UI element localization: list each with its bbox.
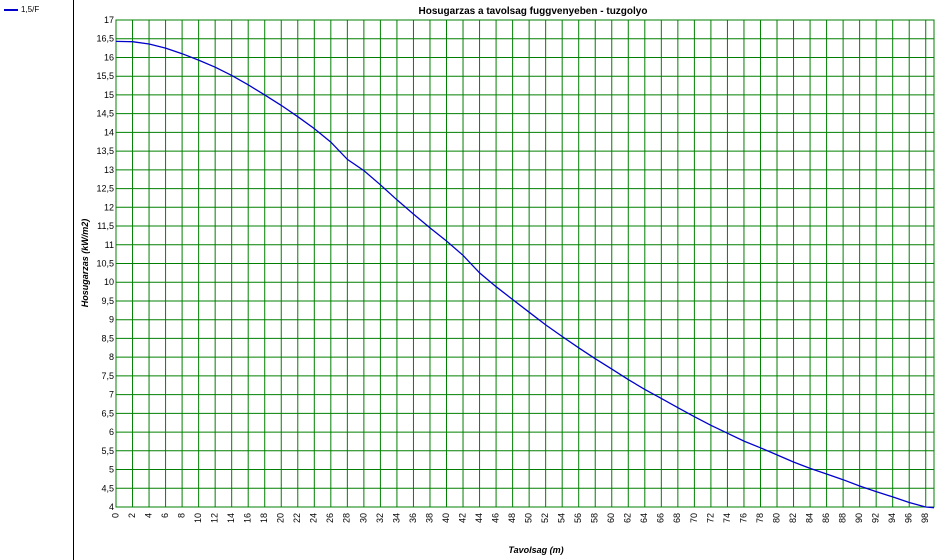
x-tick-label: 66 [656,513,666,523]
y-tick-label: 17 [104,15,114,25]
x-tick-label: 84 [804,513,814,523]
x-tick-label: 8 [176,513,186,518]
y-tick-label: 14 [104,127,114,137]
x-tick-label: 22 [292,513,302,523]
x-tick-label: 82 [788,513,798,523]
x-tick-label: 38 [424,513,434,523]
x-tick-label: 76 [738,513,748,523]
y-tick-label: 13,5 [96,146,114,156]
legend-item: 1,5/F [4,5,39,14]
x-tick-label: 18 [259,513,269,523]
y-tick-label: 11 [105,240,114,250]
x-tick-label: 96 [904,513,914,523]
tick-labels: 0 2 4 6 8 10 12 14 16 18 20 22 24 26 28 30 32 34 36 38 40 42 4… [96,15,930,523]
y-tick-label: 14,5 [96,109,114,119]
x-tick-label: 94 [887,513,897,523]
y-tick-label: 13 [104,165,114,175]
legend-label: 1,5/F [21,5,40,14]
y-tick-label: 4,5 [101,483,114,493]
x-tick-label: 68 [672,513,682,523]
y-axis-title: Hosugarzas (kW/m2) [80,219,90,308]
legend-swatch [4,8,18,11]
y-tick-label: 10 [104,277,114,287]
x-tick-label: 78 [755,513,765,523]
x-tick-label: 46 [490,513,500,523]
y-tick-label: 11,5 [97,221,114,231]
x-tick-label: 2 [127,513,137,518]
x-tick-label: 0 [110,513,120,518]
x-tick-label: 90 [854,513,864,523]
x-tick-label: 12 [210,513,220,523]
x-tick-label: 24 [309,513,319,523]
x-tick-label: 20 [276,513,286,523]
x-tick-label: 14 [226,513,236,523]
x-tick-label: 54 [557,513,567,523]
x-tick-label: 92 [871,513,881,523]
x-tick-label: 62 [623,513,633,523]
x-tick-label: 32 [375,513,385,523]
series-layer [115,40,935,509]
x-tick-label: 48 [507,513,517,523]
x-tick-label: 50 [524,513,534,523]
x-tick-label: 36 [408,513,418,523]
x-tick-label: 28 [342,513,352,523]
y-tick-label: 12 [104,202,114,212]
x-tick-label: 42 [457,513,467,523]
chart-title: Hosugarzas a tavolsag fuggvenyeben - tuz… [419,6,648,17]
x-tick-label: 70 [689,513,699,523]
chart-area: Hosugarzas a tavolsag fuggvenyeben - tuz… [75,0,945,560]
x-tick-label: 30 [358,513,368,523]
y-tick-label: 9 [109,315,114,325]
x-tick-label: 72 [705,513,715,523]
x-tick-label: 4 [143,513,153,518]
x-tick-label: 44 [474,513,484,523]
x-axis-title: Tavolsag (m) [508,545,563,555]
y-tick-label: 5 [109,465,114,475]
y-tick-label: 16,5 [96,34,114,44]
x-tick-label: 98 [920,513,930,523]
x-tick-label: 64 [639,513,649,523]
line-chart: Hosugarzas a tavolsag fuggvenyeben - tuz… [80,6,935,555]
x-tick-label: 6 [160,513,170,518]
y-tick-label: 10,5 [96,259,114,269]
y-tick-label: 12,5 [96,184,114,194]
x-tick-label: 60 [606,513,616,523]
x-tick-label: 88 [837,513,847,523]
series-line [115,40,935,509]
y-tick-label: 8 [109,352,114,362]
x-tick-label: 40 [441,513,451,523]
x-tick-label: 56 [573,513,583,523]
y-tick-label: 6 [109,427,114,437]
y-tick-label: 6,5 [101,408,114,418]
y-tick-label: 7 [109,390,114,400]
x-tick-label: 10 [193,513,203,523]
y-tick-label: 15 [104,90,114,100]
x-tick-label: 52 [540,513,550,523]
y-tick-label: 7,5 [101,371,114,381]
x-tick-label: 34 [391,513,401,523]
x-tick-label: 16 [243,513,253,523]
x-tick-label: 74 [722,513,732,523]
x-tick-label: 86 [821,513,831,523]
y-tick-label: 5,5 [101,446,114,456]
y-tick-label: 16 [104,52,114,62]
y-tick-label: 8,5 [101,333,114,343]
x-tick-label: 80 [771,513,781,523]
y-tick-label: 4 [109,502,114,512]
y-tick-label: 9,5 [101,296,114,306]
legend-panel: 1,5/F [0,0,74,560]
x-tick-label: 58 [590,513,600,523]
x-tick-label: 26 [325,513,335,523]
y-tick-label: 15,5 [96,71,114,81]
grid [115,19,935,508]
